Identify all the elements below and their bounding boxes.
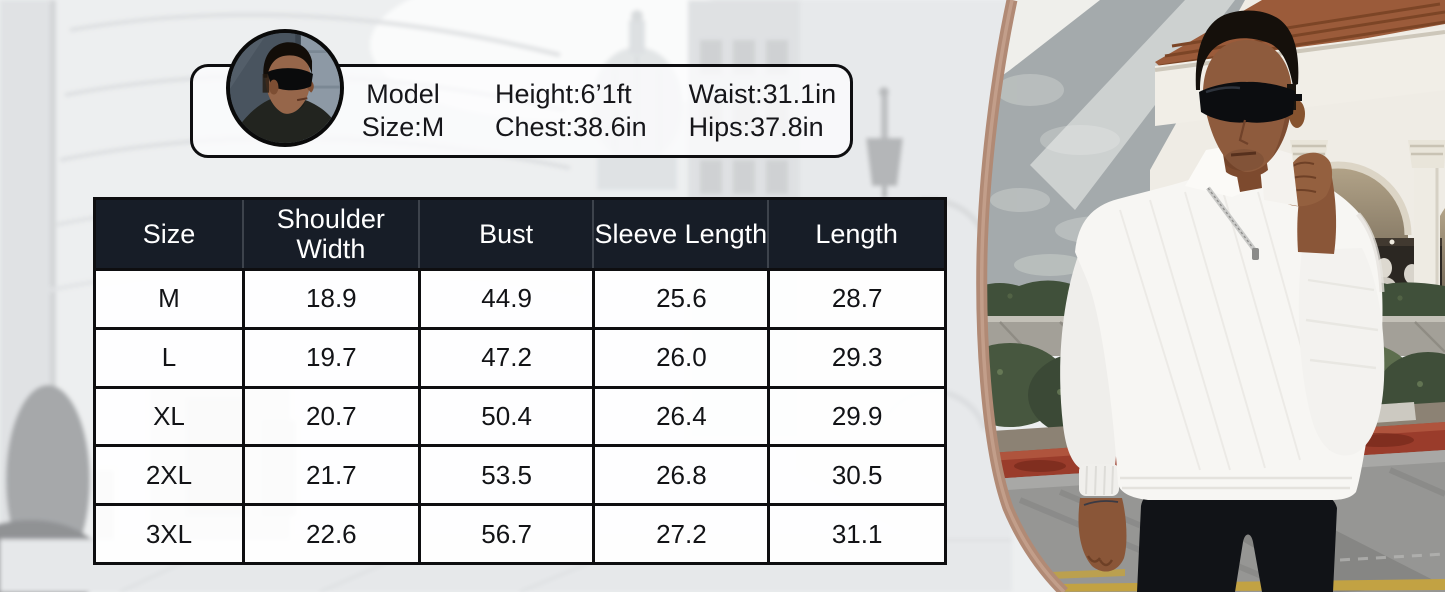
size-table-body: M 18.9 44.9 25.6 28.7 L 19.7 47.2 26.0 2… [96,271,944,562]
column-header-shoulder-width: Shoulder Width [241,200,418,268]
value-cell: 20.7 [241,388,418,445]
size-table-row: XL 20.7 50.4 26.4 29.9 [96,385,944,445]
value-cell: 25.6 [592,271,767,327]
value-cell: 44.9 [417,271,593,327]
column-header-bust: Bust [417,200,593,268]
seam-divider [976,0,1068,592]
size-cell: 3XL [145,518,193,549]
waist-hips-block: Waist:31.1in Hips:37.8in [689,78,837,145]
value-cell: 31.1 [767,506,944,562]
model-height: Height:6’1ft [495,78,632,109]
value-cell: 26.4 [592,388,767,445]
size-cell: M [158,283,180,314]
value-cell: 53.5 [417,447,593,504]
column-header-size: Size [142,218,196,249]
model-waist: Waist:31.1in [688,78,837,109]
value-cell: 27.2 [592,506,767,562]
value-cell: 56.7 [417,506,593,562]
model-figure [1060,10,1385,592]
value-cell: 30.5 [767,447,944,504]
model-size-block: Model Size:M [353,78,453,145]
model-avatar-illustration [230,33,340,143]
model-info-banner: Model Size:M Height:6’1ft Chest:38.6in W… [190,29,853,158]
size-chart-table: Size Shoulder Width Bust Sleeve Length L… [93,197,947,565]
model-chest: Chest:38.6in [495,112,647,142]
value-cell: 18.9 [241,271,418,327]
value-cell: 22.6 [241,506,418,562]
value-cell: 28.7 [767,271,944,327]
sunglasses [1199,81,1302,123]
size-table-row: L 19.7 47.2 26.0 29.3 [96,326,944,386]
size-table-row: 3XL 22.6 56.7 27.2 31.1 [96,503,944,562]
value-cell: 47.2 [417,329,593,386]
value-cell: 26.8 [592,447,767,504]
size-cell: L [161,342,177,373]
model-label: Model [366,78,440,109]
column-header-length: Length [767,200,944,268]
black-pants [1137,488,1337,592]
street-lantern-silhouette [866,87,903,198]
size-cell: XL [153,400,185,431]
size-cell: 2XL [145,459,193,490]
value-cell: 50.4 [417,388,593,445]
size-table-header: Size Shoulder Width Bust Sleeve Length L… [96,200,944,271]
size-table-row: 2XL 21.7 53.5 26.8 30.5 [96,444,944,504]
value-cell: 19.7 [241,329,418,386]
model-hips: Hips:37.8in [688,112,824,142]
model-avatar [226,29,344,147]
model-size-value: Size:M [361,112,445,142]
height-chest-block: Height:6’1ft Chest:38.6in [495,78,647,145]
left-hand [1078,498,1127,572]
value-cell: 21.7 [241,447,418,504]
value-cell: 26.0 [592,329,767,386]
size-table-row: M 18.9 44.9 25.6 28.7 [96,271,944,327]
hair [1195,10,1299,90]
column-header-sleeve-length: Sleeve Length [592,200,767,268]
value-cell: 29.9 [767,388,944,445]
model-street-photo: ART [981,0,1445,592]
value-cell: 29.3 [767,329,944,386]
